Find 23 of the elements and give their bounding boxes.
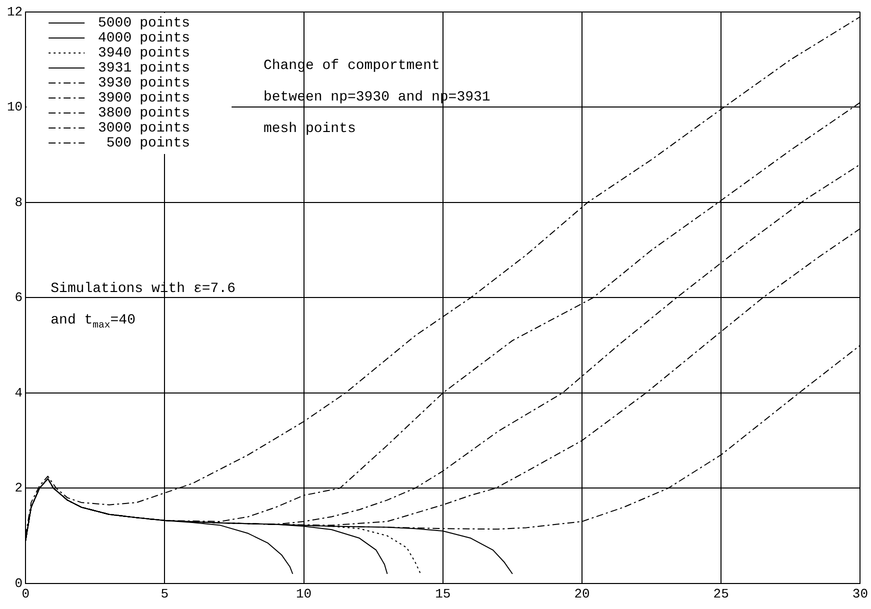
x-tick-label: 25 — [713, 586, 729, 602]
x-tick-label: 30 — [852, 586, 868, 602]
x-tick-label: 5 — [160, 586, 169, 602]
y-tick-label: 4 — [14, 385, 23, 400]
y-tick-label: 6 — [14, 290, 23, 306]
y-tick-label: 0 — [14, 576, 23, 591]
legend-label: 500 points — [106, 136, 190, 152]
x-tick-label: 20 — [574, 586, 590, 602]
x-tick-label: 10 — [296, 586, 312, 602]
annotation: mesh points — [263, 120, 356, 137]
x-tick-label: 15 — [435, 586, 451, 602]
legend-label: 5000 points — [98, 16, 190, 32]
legend-label: 3800 points — [98, 106, 190, 122]
legend-label: 3900 points — [98, 90, 190, 107]
legend-label: 3930 points — [98, 76, 190, 92]
legend-label: 4000 points — [98, 30, 190, 47]
y-tick-label: 12 — [6, 4, 23, 20]
legend-label: 3000 points — [98, 120, 190, 137]
y-tick-label: 8 — [14, 194, 23, 210]
y-tick-label: 10 — [6, 100, 23, 115]
legend-label: 3931 points — [98, 60, 190, 77]
legend-label: 3940 points — [98, 46, 190, 62]
y-tick-label: 2 — [14, 480, 23, 496]
